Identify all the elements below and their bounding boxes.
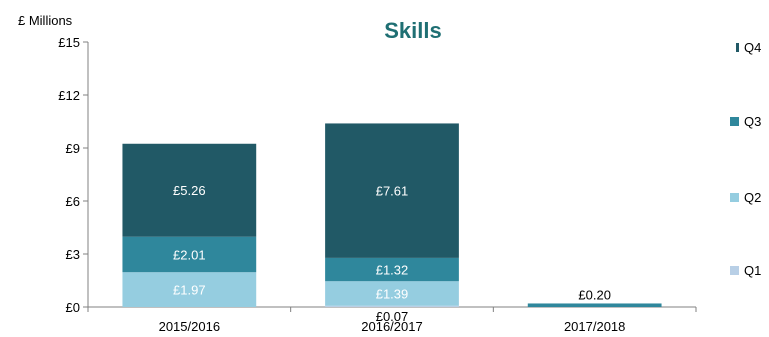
legend-label: Q4 [744,40,761,55]
bar-stack: £1.97 £2.01 £5.26 [122,143,257,307]
y-tick-label: £12 [58,88,80,103]
bar-segment [122,143,257,237]
y-tick-label: £9 [66,141,80,156]
bar-stack: £0.20 [527,287,662,307]
bar-segment [325,123,459,258]
chart-title: Skills [384,18,441,43]
x-tick-label: 2015/2016 [159,319,220,334]
legend-swatch [730,193,739,202]
data-label: £1.32 [376,263,409,278]
data-label: £0.07 [376,309,409,324]
bar-segment [122,272,257,307]
legend-item: Q2 [730,190,761,205]
legend-label: Q2 [744,190,761,205]
bar-stacks: £1.97 £2.01 £5.26 £0.07 £1.39 £1.32 £7.61 £0.20 [122,123,662,324]
y-tick-label: £0 [66,300,80,315]
bar-segment [325,257,459,282]
legend-label: Q1 [744,263,761,278]
y-tick-label: £3 [66,247,80,262]
x-tick-label: 2016/2017 [361,319,422,334]
legend-swatch [736,43,739,52]
bar-segment [325,305,459,307]
legend-item: Q4 [736,40,761,55]
legend-swatch [730,117,739,126]
bar-segment [527,303,662,307]
x-axis: 2015/2016 2016/2017 2017/2018 [87,306,697,334]
y-tick-label: £15 [58,35,80,50]
y-axis: £0 £3 £6 £9 £12 £15 [58,35,89,315]
legend-item: Q1 [730,263,761,278]
legend-label: Q3 [744,114,761,129]
data-label: £0.20 [578,287,611,302]
data-label: £2.01 [173,247,206,262]
y-tick-label: £6 [66,194,80,209]
x-tick-label: 2017/2018 [564,319,625,334]
legend-item: Q3 [730,114,761,129]
bar-segment [325,281,459,306]
data-label: £1.97 [173,283,206,298]
legend-swatch [730,266,739,275]
data-label: £7.61 [376,184,409,199]
y-axis-label: £ Millions [18,13,73,28]
bar-stack: £0.07 £1.39 £1.32 £7.61 [325,123,459,324]
bar-segment [122,236,257,273]
data-label: £1.39 [376,286,409,301]
data-label: £5.26 [173,183,206,198]
legend: Q4 Q3 Q2 Q1 [730,40,761,278]
